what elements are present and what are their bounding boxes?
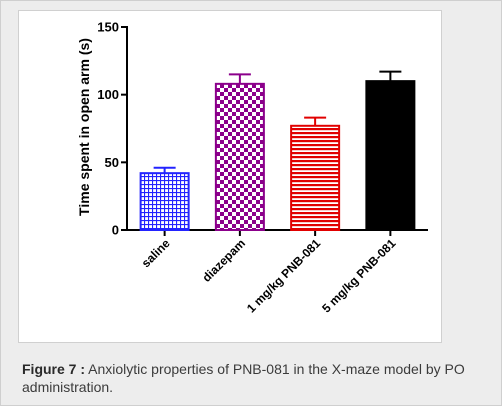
caption-label: Figure 7 : [22,361,86,377]
x-tick-label: 5 mg/kg PNB-081 [319,236,398,315]
y-tick-label: 150 [97,20,119,35]
caption-text: Anxiolytic properties of PNB-081 in the … [22,361,465,395]
y-axis-title: Time spent in open arm (s) [76,38,92,216]
x-tick-label: saline [139,236,173,270]
bar [139,172,190,232]
bar [214,82,265,231]
y-tick-label: 100 [97,87,119,102]
x-tick-label: diazepam [199,236,248,285]
y-tick-label: 50 [105,155,119,170]
figure-caption: Figure 7 : Anxiolytic properties of PNB-… [22,360,492,396]
y-tick-label: 0 [112,223,119,238]
bar [365,80,416,231]
bar [290,124,341,231]
x-tick-label: 1 mg/kg PNB-081 [244,236,323,315]
